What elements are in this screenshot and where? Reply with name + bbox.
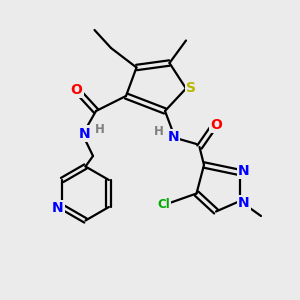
- Text: N: N: [238, 196, 249, 210]
- Text: O: O: [70, 83, 83, 97]
- Text: N: N: [167, 130, 179, 144]
- Text: O: O: [210, 118, 222, 132]
- Text: H: H: [95, 122, 104, 136]
- Text: N: N: [52, 202, 63, 215]
- Text: S: S: [186, 81, 197, 95]
- Text: Cl: Cl: [157, 198, 170, 212]
- Text: N: N: [79, 127, 91, 140]
- Text: H: H: [154, 124, 164, 138]
- Text: N: N: [238, 164, 249, 178]
